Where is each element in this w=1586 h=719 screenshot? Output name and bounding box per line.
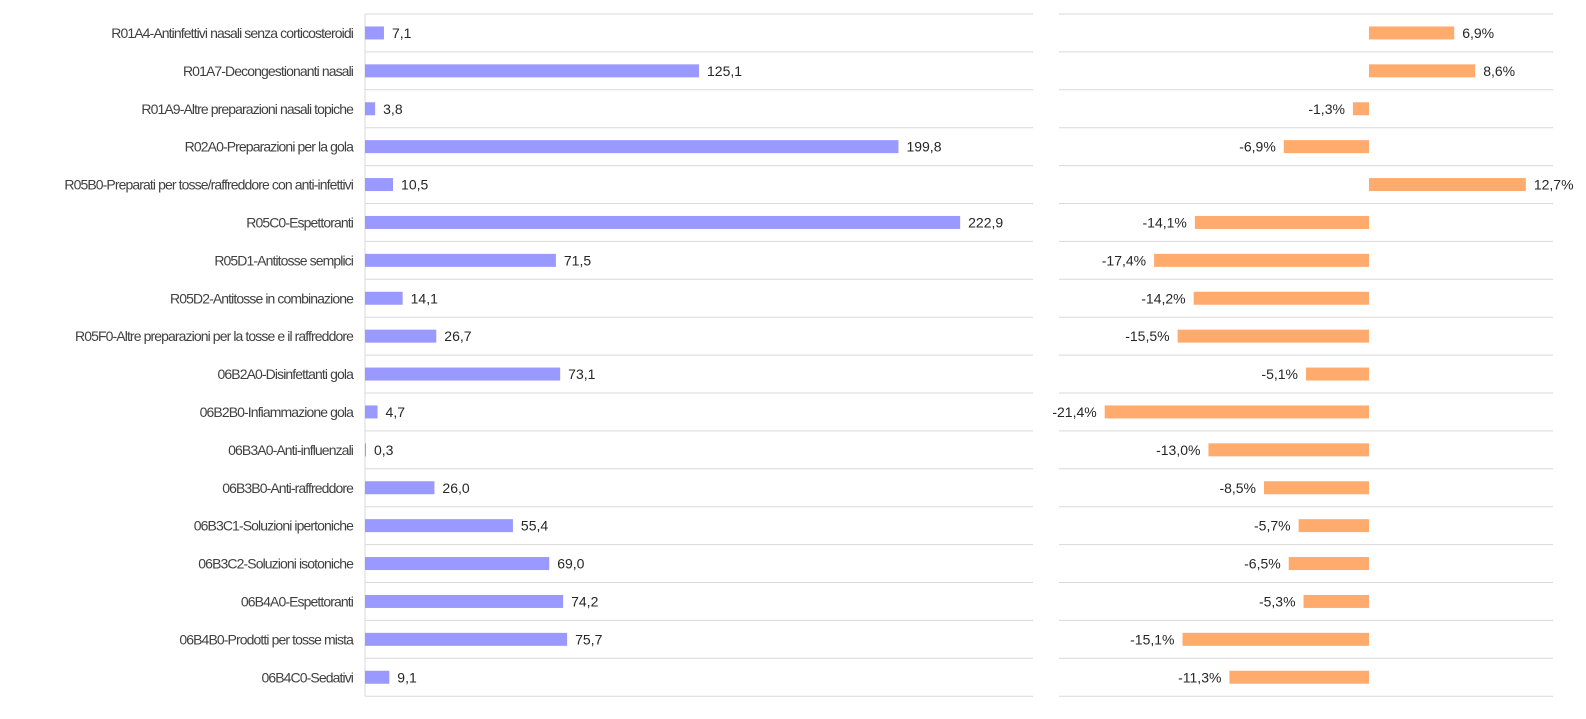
change-value-label: -13,0% bbox=[1156, 442, 1200, 458]
volume-bar bbox=[365, 26, 384, 40]
volume-bar bbox=[365, 632, 568, 646]
category-label: R05C0-Espettoranti bbox=[246, 214, 354, 230]
volume-value-label: 26,7 bbox=[444, 328, 471, 344]
category-label: 06B2B0-Infiammazione gola bbox=[200, 404, 354, 420]
category-label: R01A9-Altre preparazioni nasali topiche bbox=[141, 101, 354, 117]
volume-bar bbox=[365, 140, 899, 154]
volume-value-label: 125,1 bbox=[707, 63, 742, 79]
volume-bar-chart: R01A4-Antinfettivi nasali senza corticos… bbox=[64, 13, 1033, 697]
volume-bar bbox=[365, 594, 564, 608]
change-value-label: -15,1% bbox=[1130, 631, 1174, 647]
volume-bar bbox=[365, 405, 378, 419]
change-bar bbox=[1229, 670, 1369, 684]
change-bar bbox=[1182, 632, 1369, 646]
change-bar bbox=[1303, 594, 1369, 608]
volume-value-label: 75,7 bbox=[575, 631, 602, 647]
volume-value-label: 71,5 bbox=[564, 252, 591, 268]
category-label: R02A0-Preparazioni per la gola bbox=[185, 139, 354, 155]
volume-value-label: 222,9 bbox=[968, 214, 1003, 230]
category-label: 06B2A0-Disinfettanti gola bbox=[218, 366, 355, 382]
volume-bar bbox=[365, 291, 403, 305]
change-value-label: -5,7% bbox=[1254, 518, 1291, 534]
volume-bar bbox=[365, 178, 394, 192]
change-value-label: -21,4% bbox=[1052, 404, 1096, 420]
change-bar bbox=[1264, 481, 1369, 495]
volume-value-label: 69,0 bbox=[557, 556, 584, 572]
volume-bar bbox=[365, 329, 437, 343]
change-bar bbox=[1352, 102, 1369, 116]
category-label: 06B4A0-Espettoranti bbox=[241, 593, 354, 609]
volume-bar bbox=[365, 670, 390, 684]
volume-value-label: 10,5 bbox=[401, 177, 428, 193]
change-value-label: -17,4% bbox=[1102, 252, 1146, 268]
change-bar bbox=[1369, 64, 1476, 78]
volume-value-label: 0,3 bbox=[374, 442, 394, 458]
volume-bar bbox=[365, 519, 513, 533]
change-bar bbox=[1104, 405, 1369, 419]
category-label: R05D1-Antitosse semplici bbox=[214, 252, 353, 268]
change-value-label: -15,5% bbox=[1125, 328, 1169, 344]
change-value-label: -6,9% bbox=[1239, 139, 1276, 155]
volume-value-label: 73,1 bbox=[568, 366, 595, 382]
change-bar bbox=[1306, 367, 1369, 381]
volume-value-label: 26,0 bbox=[442, 480, 469, 496]
category-label: R05B0-Preparati per tosse/raffreddore co… bbox=[64, 177, 353, 193]
category-label: 06B3A0-Anti-influenzali bbox=[228, 442, 354, 458]
change-bar bbox=[1193, 291, 1369, 305]
volume-value-label: 55,4 bbox=[521, 518, 548, 534]
change-value-label: -5,3% bbox=[1259, 593, 1296, 609]
category-label: R01A7-Decongestionanti nasali bbox=[183, 63, 354, 79]
volume-value-label: 4,7 bbox=[386, 404, 406, 420]
change-value-label: -8,5% bbox=[1219, 480, 1256, 496]
category-label: R05F0-Altre preparazioni per la tosse e … bbox=[75, 328, 354, 344]
change-percent-bar-chart: 6,9% 8,6% -1,3% -6,9% 12,7% -14,1% -17,4% -14,2… bbox=[1052, 13, 1574, 697]
volume-value-label: 74,2 bbox=[571, 593, 598, 609]
volume-bar bbox=[365, 102, 376, 116]
change-value-label: -14,2% bbox=[1141, 290, 1185, 306]
change-bar bbox=[1369, 26, 1455, 40]
volume-value-label: 14,1 bbox=[411, 290, 438, 306]
volume-bar bbox=[365, 557, 550, 571]
change-value-label: 8,6% bbox=[1483, 63, 1515, 79]
category-label: 06B3B0-Anti-raffreddore bbox=[222, 480, 354, 496]
change-value-label: -14,1% bbox=[1143, 214, 1187, 230]
change-value-label: -6,5% bbox=[1244, 556, 1281, 572]
volume-bar bbox=[365, 253, 556, 267]
change-bar bbox=[1288, 557, 1369, 571]
volume-value-label: 7,1 bbox=[392, 25, 412, 41]
change-value-label: -1,3% bbox=[1308, 101, 1345, 117]
volume-bar bbox=[365, 481, 435, 495]
category-label: 06B4C0-Sedativi bbox=[261, 669, 353, 685]
volume-bar bbox=[365, 367, 561, 381]
change-bar bbox=[1194, 215, 1369, 229]
change-value-label: 12,7% bbox=[1534, 177, 1574, 193]
category-label: 06B3C2-Soluzioni isotoniche bbox=[198, 556, 354, 572]
volume-bar bbox=[365, 443, 366, 457]
category-label: 06B4B0-Prodotti per tosse mista bbox=[179, 631, 354, 647]
change-bar bbox=[1369, 178, 1526, 192]
category-label: 06B3C1-Soluzioni ipertoniche bbox=[194, 518, 354, 534]
change-bar bbox=[1208, 443, 1369, 457]
change-bar bbox=[1154, 253, 1369, 267]
change-bar bbox=[1298, 519, 1369, 533]
change-value-label: -11,3% bbox=[1178, 669, 1221, 685]
volume-value-label: 199,8 bbox=[906, 139, 941, 155]
volume-bar bbox=[365, 64, 700, 78]
category-label: R05D2-Antitosse in combinazione bbox=[170, 290, 354, 306]
volume-value-label: 3,8 bbox=[383, 101, 403, 117]
change-value-label: -5,1% bbox=[1261, 366, 1298, 382]
category-label: R01A4-Antinfettivi nasali senza corticos… bbox=[111, 25, 354, 41]
change-bar bbox=[1283, 140, 1369, 154]
change-value-label: 6,9% bbox=[1462, 25, 1494, 41]
volume-value-label: 9,1 bbox=[397, 669, 417, 685]
volume-bar bbox=[365, 215, 961, 229]
change-bar bbox=[1177, 329, 1369, 343]
